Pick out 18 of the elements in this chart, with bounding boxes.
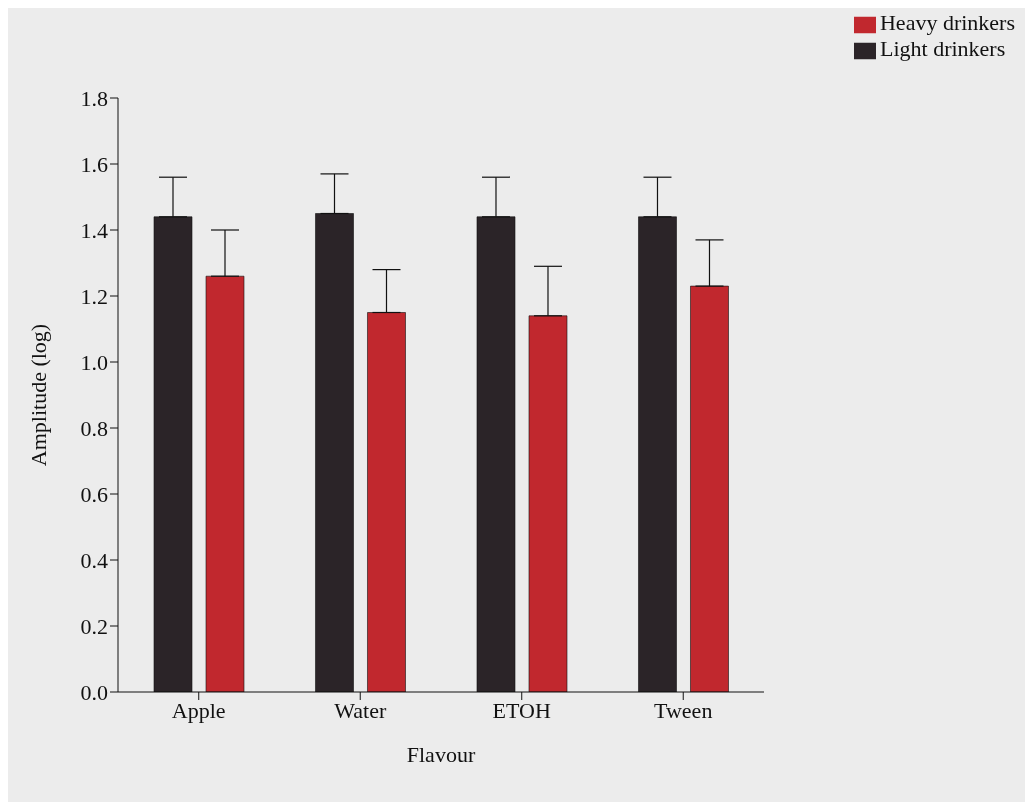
y-tick-label: 1.4 <box>80 217 108 243</box>
x-axis-title: Flavour <box>406 742 476 767</box>
legend-label: Heavy drinkers <box>879 10 1015 35</box>
y-tick-label: 0.6 <box>80 481 108 507</box>
y-tick-label: 0.4 <box>80 547 108 573</box>
y-tick-label: 1.6 <box>80 151 108 177</box>
x-tick-label: ETOH <box>492 697 551 723</box>
y-tick-label: 0.0 <box>80 679 108 705</box>
x-tick-label: Tween <box>654 697 713 723</box>
y-axis-title: Amplitude (log) <box>25 323 51 467</box>
legend-label: Light drinkers <box>879 36 1006 61</box>
y-tick-label: 1.8 <box>80 85 108 111</box>
x-tick-label: Apple <box>171 697 226 723</box>
y-tick-label: 1.2 <box>80 283 108 309</box>
y-tick-label: 0.2 <box>80 613 108 639</box>
x-tick-label: Water <box>334 697 387 723</box>
y-tick-label: 0.8 <box>80 415 108 441</box>
y-tick-label: 1.0 <box>80 349 108 375</box>
